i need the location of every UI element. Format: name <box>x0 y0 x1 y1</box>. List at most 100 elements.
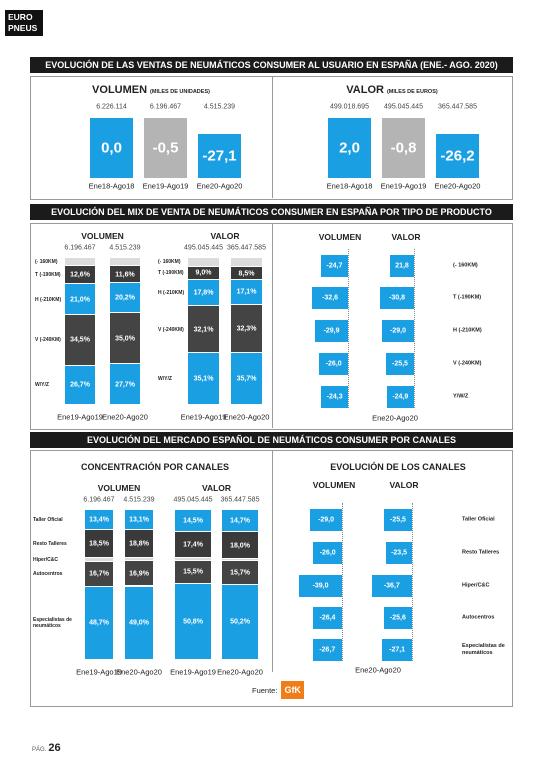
panel <box>30 76 513 200</box>
period-label: Ene20-Ago20 <box>102 412 148 422</box>
bar-segment <box>65 265 95 285</box>
category-label: Autocentros <box>33 571 63 578</box>
series-name: VALOR <box>391 232 421 242</box>
bar-segment <box>65 258 95 266</box>
category-label: V (-240KM) <box>35 337 61 344</box>
category-label: H (-210KM) <box>453 327 482 334</box>
bar <box>319 353 348 375</box>
bar-segment <box>231 258 262 268</box>
segment-label: 26,7% <box>70 381 90 389</box>
logo-line: EURO <box>8 12 33 22</box>
page-num: 26 <box>48 742 61 754</box>
total-label: 4.515.239 <box>109 244 141 252</box>
bar-segment <box>85 510 113 531</box>
segment-label: 13,4% <box>89 516 109 524</box>
category-label: Taller Oficial <box>462 516 495 523</box>
change-label: -26,2 <box>440 147 475 165</box>
bar <box>144 118 187 178</box>
bar <box>312 287 348 309</box>
bar <box>385 353 414 375</box>
value-label: -25,5 <box>389 516 406 524</box>
period-label: Ene18-Ago18 <box>88 181 135 191</box>
total-label: 499.018.695 <box>330 103 369 111</box>
value-label: -26,0 <box>325 360 342 368</box>
category-label: H (-210KM) <box>158 290 185 297</box>
bar-segment <box>175 531 211 558</box>
change-label: -0,5 <box>152 139 179 157</box>
bar-segment <box>125 586 153 660</box>
bar <box>312 607 342 629</box>
total-label: 4.515.239 <box>123 496 155 504</box>
bar <box>310 509 342 531</box>
segment-label: 14,7% <box>230 517 250 525</box>
total-label: 4.515.239 <box>203 103 236 111</box>
bar <box>382 639 412 661</box>
value-label: -32,6 <box>322 294 339 302</box>
bar-segment <box>231 279 262 306</box>
category-label: T (-190KM) <box>453 294 482 301</box>
bar <box>299 575 342 597</box>
bar-segment <box>125 561 153 587</box>
bar-segment <box>188 353 219 405</box>
section-title: EVOLUCIÓN DE LAS VENTAS DE NEUMÁTICOS CO… <box>30 57 513 73</box>
bar <box>390 255 414 277</box>
category-label: Autocentros <box>462 614 495 621</box>
divider <box>272 223 273 428</box>
category-label: (- 160KM) <box>453 262 478 269</box>
bar-segment <box>222 584 258 660</box>
bar <box>382 320 414 342</box>
category-label: Resto Talleres <box>33 540 67 547</box>
logo: EURO PNEUS <box>5 10 43 36</box>
section-title: EVOLUCIÓN DEL MIX DE VENTA DE NEUMÁTICOS… <box>30 204 513 220</box>
source: Fuente: GfK <box>252 680 304 700</box>
section-title: EVOLUCIÓN DEL MERCADO ESPAÑOL DE NEUMÁTI… <box>30 432 513 448</box>
value-label: -27,1 <box>389 646 406 654</box>
bar-segment <box>85 530 113 558</box>
logo-line: PNEUS <box>8 23 38 33</box>
category-label: Y/W/Z <box>453 393 469 400</box>
category-label: T (-190KM) <box>35 271 61 278</box>
period-label: Ene20-Ago20 <box>217 667 263 677</box>
segment-label: 35,7% <box>236 375 257 383</box>
segment-label: 16,7% <box>89 570 109 578</box>
chart-unit: (MILES DE EUROS) <box>386 89 438 95</box>
category-label: Hiper/C&C <box>33 556 59 563</box>
bar-segment <box>110 312 140 365</box>
bar <box>328 118 371 178</box>
period-label: Ene20-Ago20 <box>196 181 243 191</box>
total-label: 6.196.467 <box>64 244 96 252</box>
value-label: -26,7 <box>319 646 336 654</box>
segment-label: 21,0% <box>70 296 90 304</box>
period-label: Ene18-Ago18 <box>326 181 373 191</box>
total-label: 495.045.445 <box>384 103 423 111</box>
bar-segment <box>125 557 153 562</box>
change-label: -0,8 <box>390 139 417 157</box>
segment-label: 18,0% <box>230 542 250 550</box>
period-label: Ene19-Ago19 <box>170 667 216 677</box>
bar-segment <box>175 583 211 660</box>
source-logo: GfK <box>281 681 304 699</box>
series-name: VALOR <box>389 480 419 490</box>
segment-label: 50,8% <box>183 618 203 626</box>
bar <box>320 255 348 277</box>
series-name: VOLUMEN <box>318 232 362 242</box>
baseline <box>348 249 349 408</box>
baseline <box>412 503 413 661</box>
segment-label: 12,6% <box>70 271 90 279</box>
period-label: Ene20-Ago20 <box>355 665 401 675</box>
segment-label: 18,8% <box>129 540 149 548</box>
segment-label: 34,5% <box>70 336 90 344</box>
series-name: VOLUMEN <box>312 480 356 490</box>
category-label: W/Y/Z <box>158 376 172 383</box>
segment-label: 35,1% <box>193 375 214 383</box>
segment-label: 16,9% <box>129 570 149 578</box>
bar <box>436 134 479 178</box>
total-label: 6.196.467 <box>83 496 115 504</box>
bar <box>386 542 412 564</box>
bar-segment <box>175 510 211 532</box>
period-label: Ene19-Ago19 <box>142 181 189 191</box>
source-label: Fuente: <box>252 685 278 695</box>
segment-label: 14,5% <box>183 517 203 525</box>
bar <box>382 118 425 178</box>
chart-unit: (MILES DE UNIDADES) <box>150 89 210 95</box>
